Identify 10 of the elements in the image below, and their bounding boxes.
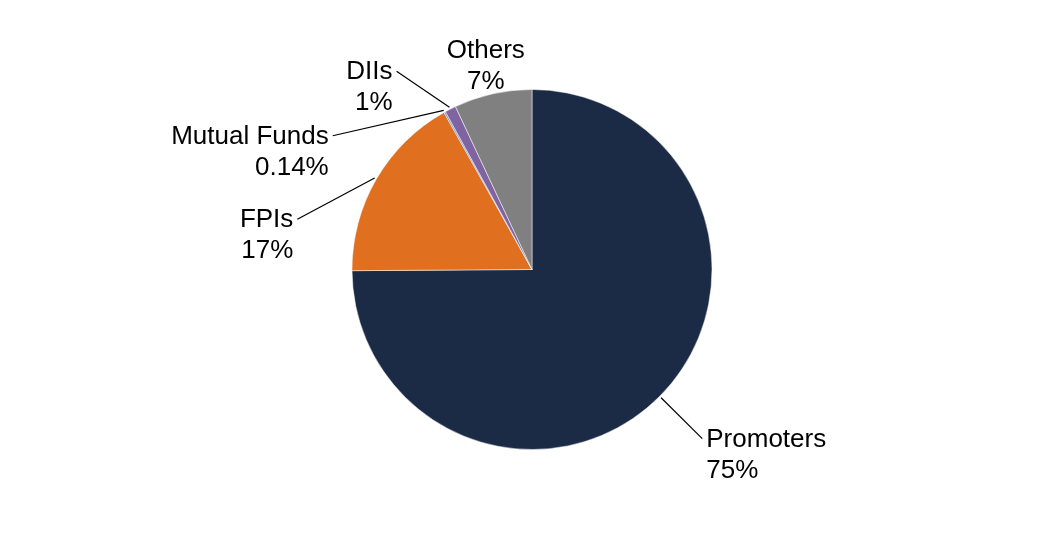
- data-label: 17%: [241, 234, 294, 265]
- slice-label: FPIs: [239, 203, 294, 234]
- slice-label: Promoters: [706, 422, 827, 453]
- data-label: 1%: [354, 86, 393, 117]
- data-label: 0.14%: [255, 150, 329, 181]
- slice-label: Others: [446, 33, 525, 64]
- slice-label: DIIs: [346, 55, 393, 86]
- data-label: 75%: [706, 453, 759, 484]
- data-label: 7%: [467, 64, 505, 95]
- slice-label: Mutual Funds: [171, 119, 329, 150]
